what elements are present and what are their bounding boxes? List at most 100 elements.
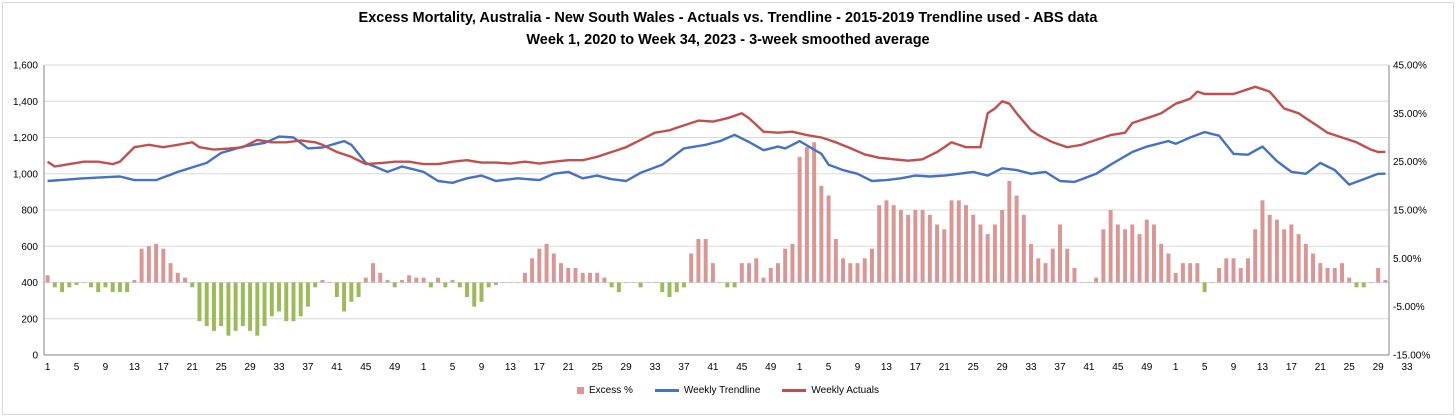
excess-bar [356,282,361,297]
x-tick-label: 9 [479,362,485,373]
x-tick-label: 49 [389,362,401,373]
actuals-swatch [782,389,807,392]
excess-bar [660,282,665,293]
excess-bar [1296,234,1301,283]
x-tick-label: 17 [534,362,546,373]
excess-bar [428,282,433,288]
excess-bar [248,282,253,331]
x-tick-label: 21 [563,362,575,373]
excess-bar [587,272,592,283]
excess-bar [96,282,101,293]
right-tick-label: 5.00% [1393,254,1421,265]
excess-bar [898,210,903,283]
weekly-actuals-line [46,85,1386,168]
x-tick-label: 1 [1173,362,1179,373]
x-tick-label: 45 [1112,362,1124,373]
excess-bar [826,195,831,283]
legend-excess-label: Excess % [588,385,633,396]
excess-bar [819,185,824,283]
excess-bar [1209,282,1214,283]
excess-bar [906,214,911,283]
excess-bar [450,280,455,283]
excess-bar [1115,224,1120,283]
left-tick-label: 400 [21,278,38,289]
excess-bar [52,282,57,288]
excess-bar [486,282,491,288]
excess-bar [89,282,93,288]
excess-bar [103,282,108,288]
x-tick-label: 25 [1344,362,1356,373]
x-tick-label: 5 [826,362,832,373]
excess-bar [1057,224,1062,283]
excess-bar [616,282,621,293]
excess-bars [45,142,1388,336]
excess-bar [681,282,686,288]
excess-bar [1188,263,1193,283]
excess-bar [74,282,79,285]
excess-bar [363,277,368,283]
x-tick-label: 21 [1315,362,1327,373]
excess-bar [67,282,72,288]
excess-bar [689,253,694,283]
excess-bar [1108,210,1113,283]
excess-bar [45,275,50,283]
excess-bar [949,200,954,283]
excess-bar [233,282,238,331]
x-tick-label: 1 [797,362,803,373]
weekly-trendline-line [47,130,1386,186]
excess-bar [1340,263,1344,283]
right-tick-label: -5.00% [1393,302,1425,313]
excess-bar [320,280,325,283]
excess-bar [978,224,983,283]
x-tick-label: 1 [421,362,427,373]
excess-bar [942,229,947,283]
excess-bar [638,282,643,288]
chart-title: Excess Mortality, Australia - New South … [358,10,1098,26]
excess-bar [1130,224,1135,283]
x-tick-label: 5 [74,362,80,373]
excess-bar [1260,200,1265,283]
excess-bar [710,263,715,283]
excess-bar [414,277,419,283]
excess-bar [920,210,925,283]
excess-bar [436,277,441,283]
left-tick-label: 1,200 [13,133,38,144]
excess-bar [963,205,968,283]
excess-bar [1101,229,1106,283]
excess-bar [327,282,332,283]
left-tick-label: 1,600 [13,61,38,72]
x-tick-label: 41 [331,362,343,373]
excess-bar [992,224,997,283]
legend: Excess % Weekly Trendline Weekly Actuals [0,385,1456,396]
x-tick-label: 1 [45,362,51,373]
excess-bar [696,239,701,283]
excess-bar [508,282,513,283]
excess-bar [110,282,115,293]
excess-bar [255,282,260,336]
excess-bar [797,156,802,283]
excess-swatch [576,387,584,394]
x-tick-label: 33 [1402,362,1414,373]
right-tick-label: 35.00% [1393,109,1427,120]
excess-bar [703,239,708,283]
excess-bar [1332,268,1337,283]
excess-bar [407,275,412,283]
left-tick-label: 800 [21,206,38,217]
excess-bar [284,282,289,322]
right-tick-label: 25.00% [1393,157,1427,168]
excess-bar [804,147,809,283]
excess-bar [768,268,773,283]
excess-bar [927,214,932,283]
excess-bar [457,282,462,288]
excess-bar [81,282,86,283]
excess-bar [1354,282,1359,288]
excess-bar [60,282,65,293]
excess-bar [443,282,448,288]
excess-bar [732,282,737,288]
excess-bar [1007,181,1012,283]
excess-bar [1159,243,1164,283]
right-tick-label: -15.00% [1393,351,1430,362]
legend-item-actuals: Weekly Actuals [782,385,879,396]
right-tick-label: 15.00% [1393,206,1427,217]
